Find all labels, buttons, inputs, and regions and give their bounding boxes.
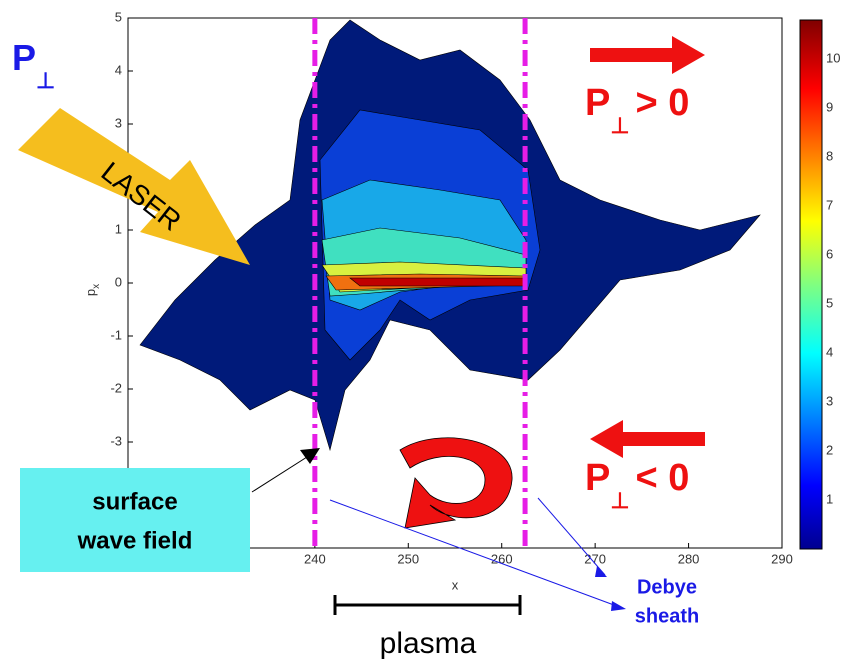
plasma-bar xyxy=(333,595,522,615)
debye-pointer-1 xyxy=(329,499,623,609)
surface-line2: wave field xyxy=(77,527,193,554)
surface-line1: surface xyxy=(92,488,177,515)
pos-sub: ⊥ xyxy=(610,113,629,138)
p-negative: P⊥ < 0 xyxy=(585,457,689,513)
arrow-right xyxy=(590,36,705,74)
x-tick-label: 270 xyxy=(584,551,606,566)
plasma-label: plasma xyxy=(380,627,477,660)
contour-field xyxy=(139,19,761,452)
arrow-left xyxy=(590,420,705,458)
debye-head-2 xyxy=(611,601,626,611)
x-axis-label: x xyxy=(452,577,459,592)
p-main: P xyxy=(12,37,36,78)
p-positive: P⊥ > 0 xyxy=(585,82,689,138)
colorbar-tick-label: 2 xyxy=(826,442,833,457)
colorbar xyxy=(799,19,823,550)
y-tick-label: 4 xyxy=(115,62,122,77)
colorbar-tick-label: 5 xyxy=(826,296,833,311)
surface-pointer-head xyxy=(300,448,320,464)
debye-line1: Debye xyxy=(637,576,697,598)
colorbar-tick-label: 10 xyxy=(826,51,840,66)
x-tick-label: 250 xyxy=(397,551,419,566)
y-tick-label: 5 xyxy=(115,9,122,24)
colorbar-tick-label: 9 xyxy=(826,100,833,115)
laser-arrow xyxy=(18,108,250,265)
y-tick-label: -3 xyxy=(110,433,122,448)
colorbar-tick-label: 3 xyxy=(826,393,833,408)
y-axis-label: px xyxy=(83,284,101,296)
debye-head-1 xyxy=(595,566,607,577)
colorbar-tick-label: 1 xyxy=(826,491,833,506)
colorbar-tick-label: 7 xyxy=(826,198,833,213)
neg-main: P xyxy=(585,457,610,499)
ylabel-sub: x xyxy=(91,284,102,289)
p-perp: P⊥ xyxy=(12,37,55,93)
x-tick-label: 240 xyxy=(304,551,326,566)
colorbar-tick-label: 4 xyxy=(826,345,833,360)
y-tick-label: 3 xyxy=(115,115,122,130)
y-tick-label: 0 xyxy=(115,274,122,289)
ylabel-main: p xyxy=(83,289,98,296)
neg-rest: < 0 xyxy=(636,457,690,499)
x-tick-label: 260 xyxy=(491,551,513,566)
neg-sub: ⊥ xyxy=(610,488,629,513)
p-sub: ⊥ xyxy=(36,68,55,93)
debye-line2: sheath xyxy=(635,605,699,627)
pos-rest: > 0 xyxy=(636,82,690,124)
surface-box xyxy=(20,468,250,572)
y-tick-label: -1 xyxy=(110,327,122,342)
y-tick-label: 1 xyxy=(115,221,122,236)
pos-main: P xyxy=(585,82,610,124)
rotation-arrow xyxy=(399,437,513,529)
debye-pointer-2 xyxy=(537,497,606,576)
x-tick-label: 280 xyxy=(678,551,700,566)
x-tick-label: 290 xyxy=(771,551,793,566)
y-tick-label: -2 xyxy=(110,380,122,395)
colorbar-tick-label: 8 xyxy=(826,149,833,164)
colorbar-tick-label: 6 xyxy=(826,247,833,262)
